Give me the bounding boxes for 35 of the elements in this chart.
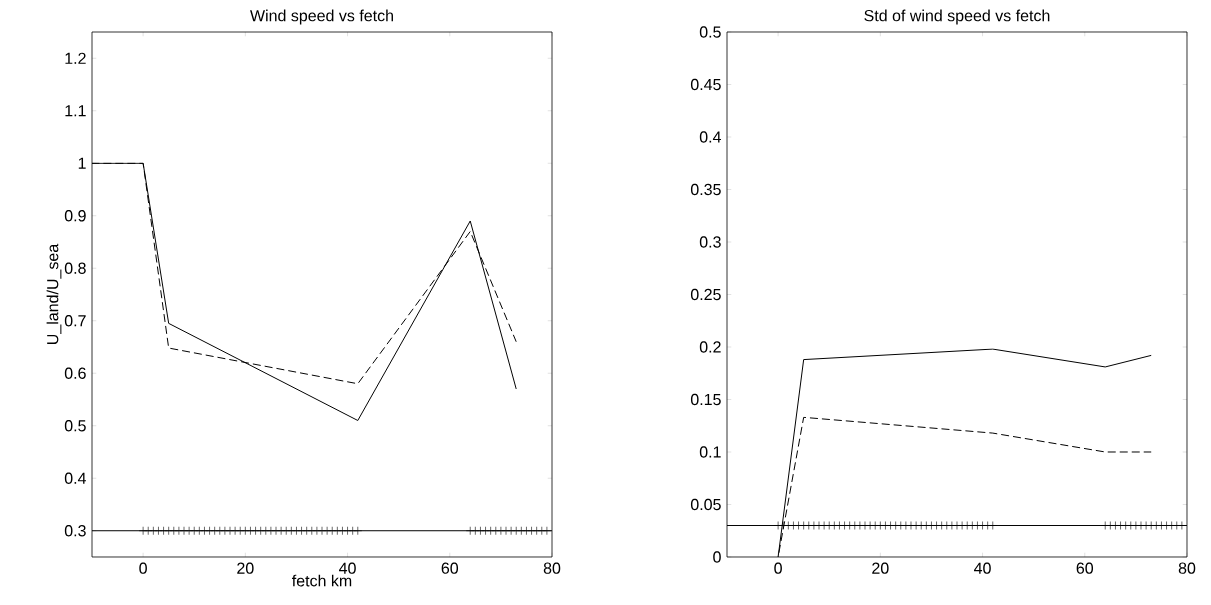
y-tick-label: 0.15: [690, 393, 721, 406]
x-axis-title: fetch km: [292, 574, 352, 587]
y-tick-label: 0.4: [699, 131, 721, 143]
y-tick-label: 0.45: [690, 78, 721, 91]
y-tick-label: 0.3: [64, 525, 86, 537]
y-tick-label: 0.1: [699, 446, 721, 458]
y-axis-title: U_land/U_sea: [46, 243, 62, 344]
y-tick-label: 1: [78, 157, 86, 169]
x-tick-label: 80: [543, 562, 561, 574]
y-tick-label: 0.05: [690, 498, 721, 511]
x-tick-label: 0: [139, 562, 147, 574]
y-tick-label: 0: [713, 551, 721, 563]
y-tick-label: 0.5: [699, 26, 721, 38]
chart-title: Wind speed vs fetch: [250, 9, 393, 25]
chart-title: Std of wind speed vs fetch: [864, 9, 1050, 25]
x-tick-label: 20: [237, 562, 254, 574]
x-tick-label: 0: [774, 562, 782, 574]
x-tick-label: 20: [872, 562, 889, 574]
x-tick-label: 40: [974, 562, 991, 574]
x-tick-label: 60: [1076, 562, 1094, 574]
x-tick-label: 60: [441, 562, 459, 574]
y-tick-label: 0.2: [699, 341, 721, 353]
y-tick-label: 0.7: [64, 315, 86, 327]
y-tick-label: 0.9: [64, 210, 86, 222]
y-tick-label: 0.4: [64, 472, 86, 484]
x-tick-label: 40: [339, 562, 356, 574]
y-tick-label: 1.1: [65, 105, 86, 117]
y-tick-label: 0.3: [699, 236, 721, 248]
y-tick-label: 1.2: [65, 52, 86, 64]
x-tick-label: 80: [1178, 562, 1196, 574]
y-tick-label: 0.8: [64, 262, 86, 274]
y-tick-label: 0.25: [690, 288, 721, 301]
y-tick-label: 0.5: [64, 420, 86, 432]
y-tick-label: 0.35: [690, 183, 721, 196]
y-tick-label: 0.6: [64, 367, 86, 379]
